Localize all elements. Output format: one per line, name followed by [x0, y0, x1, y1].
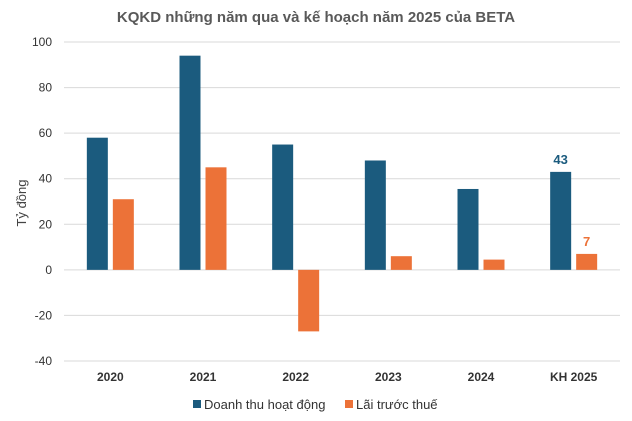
bar-revenue [457, 188, 479, 270]
x-tick-label: 2024 [468, 370, 495, 384]
legend: Doanh thu hoạt động Lãi trước thuế [193, 397, 438, 412]
x-axis-ticks: 2020 2021 2022 2023 2024 KH 2025 [97, 370, 598, 384]
chart-title: KQKD những năm qua và kế hoạch năm 2025 … [117, 9, 515, 26]
x-tick-label: 2021 [190, 370, 217, 384]
y-tick-label: 20 [39, 217, 53, 231]
legend-label-profit: Lãi trước thuế [356, 397, 438, 412]
x-tick-label: 2023 [375, 370, 402, 384]
y-tick-label: 60 [39, 126, 53, 140]
x-tick-label: 2020 [97, 370, 124, 384]
y-tick-label: -40 [35, 354, 53, 368]
legend-swatch-profit [345, 400, 353, 408]
data-label: 43 [553, 152, 567, 167]
y-tick-label: -20 [35, 308, 53, 322]
y-axis-ticks: 100 80 60 40 20 0 -20 -40 [32, 35, 52, 368]
x-tick-label: 2022 [282, 370, 309, 384]
bar-profit [576, 253, 598, 270]
bar-profit [390, 256, 412, 270]
y-tick-label: 0 [45, 263, 52, 277]
bar-revenue [86, 137, 108, 270]
bar-profit [205, 167, 227, 270]
x-tick-label: KH 2025 [550, 370, 598, 384]
data-label: 7 [583, 234, 590, 249]
y-tick-label: 40 [39, 172, 53, 186]
bar-revenue [272, 144, 294, 270]
legend-swatch-revenue [193, 400, 201, 408]
bar-profit [298, 269, 320, 332]
y-axis-label: Tỷ đồng [14, 180, 29, 227]
bars [86, 55, 598, 332]
data-labels: 43 7 [553, 152, 590, 249]
bar-profit [483, 259, 505, 270]
grid-lines [64, 41, 620, 362]
bar-revenue [179, 55, 201, 270]
legend-label-revenue: Doanh thu hoạt động [204, 397, 325, 412]
bar-revenue [550, 171, 572, 270]
bar-profit [112, 199, 134, 270]
y-tick-label: 80 [39, 81, 53, 95]
y-tick-label: 100 [32, 35, 52, 49]
bar-revenue [364, 160, 386, 270]
